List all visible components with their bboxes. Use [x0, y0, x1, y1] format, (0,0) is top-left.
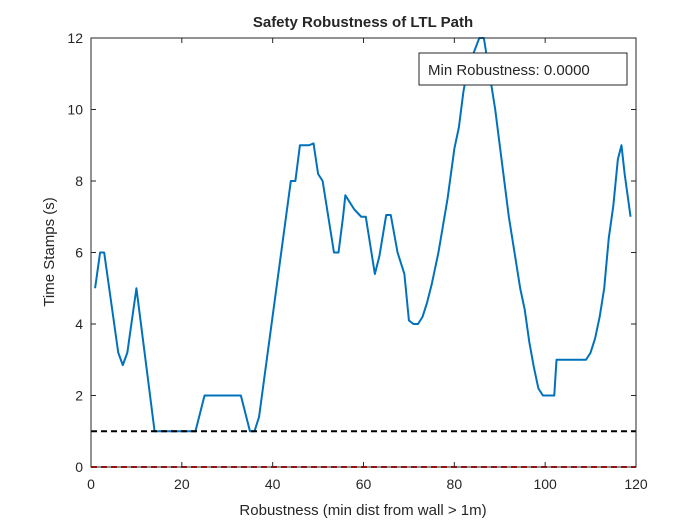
y-axis-label: Time Stamps (s)	[41, 197, 58, 306]
y-tick-label: 10	[67, 102, 83, 118]
x-tick-label: 100	[533, 476, 557, 492]
y-tick-label: 12	[67, 30, 83, 46]
x-tick-label: 80	[447, 476, 463, 492]
x-tick-label: 120	[624, 476, 648, 492]
y-tick-label: 6	[75, 245, 83, 261]
x-tick-label: 60	[356, 476, 372, 492]
x-tick-label: 20	[174, 476, 190, 492]
annotation-box	[418, 52, 628, 86]
x-tick-label: 40	[265, 476, 281, 492]
annotation: Min Robustness: 0.0000	[428, 62, 590, 79]
x-axis-label: Robustness (min dist from wall > 1m)	[239, 502, 486, 519]
y-tick-label: 2	[75, 388, 83, 404]
y-tick-label: 8	[75, 173, 83, 189]
chart-title: Safety Robustness of LTL Path	[253, 14, 473, 31]
x-tick-label: 0	[87, 476, 95, 492]
y-tick-label: 4	[75, 316, 83, 332]
y-tick-label: 0	[75, 459, 83, 475]
plot-area	[91, 38, 636, 467]
